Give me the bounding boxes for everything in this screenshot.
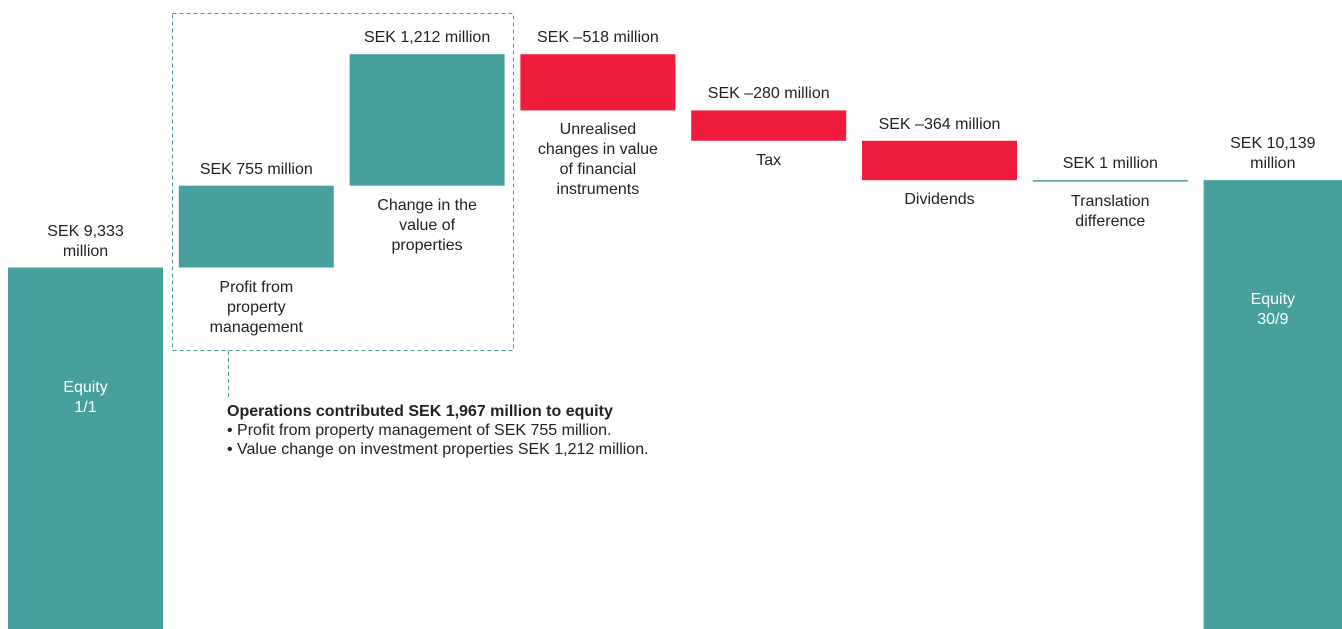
- annotation: Operations contributed SEK 1,967 million…: [227, 402, 649, 459]
- value-label: SEK 1,212 million: [363, 29, 491, 47]
- category-label: Profit from property management: [209, 278, 303, 336]
- value-label: SEK –518 million: [536, 29, 659, 47]
- annotation-bullet: • Value change on investment properties …: [227, 441, 649, 458]
- category-label: Equity 1/1: [63, 378, 108, 416]
- bar: [1203, 180, 1342, 629]
- value-label: SEK 9,333 million: [47, 222, 124, 260]
- value-label: SEK 1 million: [1062, 155, 1158, 173]
- category-label: Tax: [756, 151, 782, 169]
- category-label: Unrealised changes in value of financial…: [537, 121, 658, 199]
- bar: [8, 267, 163, 629]
- bar: [1032, 180, 1188, 182]
- value-label: SEK 10,139 million: [1230, 135, 1316, 173]
- bar: [349, 54, 505, 186]
- annotation-bullet: • Profit from property management of SEK…: [227, 422, 612, 439]
- category-label: Change in the value of properties: [377, 196, 477, 254]
- category-label: Equity 30/9: [1250, 291, 1296, 329]
- annotation-title: Operations contributed SEK 1,967 million…: [227, 403, 613, 420]
- bar: [520, 54, 676, 111]
- bar: [862, 140, 1017, 181]
- value-label: SEK –364 million: [878, 115, 1001, 133]
- group-box: [172, 13, 514, 351]
- value-label: SEK 755 million: [199, 160, 313, 178]
- bar: [178, 185, 334, 268]
- bar: [691, 110, 847, 141]
- category-label: Dividends: [904, 191, 975, 209]
- value-label: SEK –280 million: [707, 85, 830, 103]
- category-label: Translation difference: [1071, 192, 1150, 230]
